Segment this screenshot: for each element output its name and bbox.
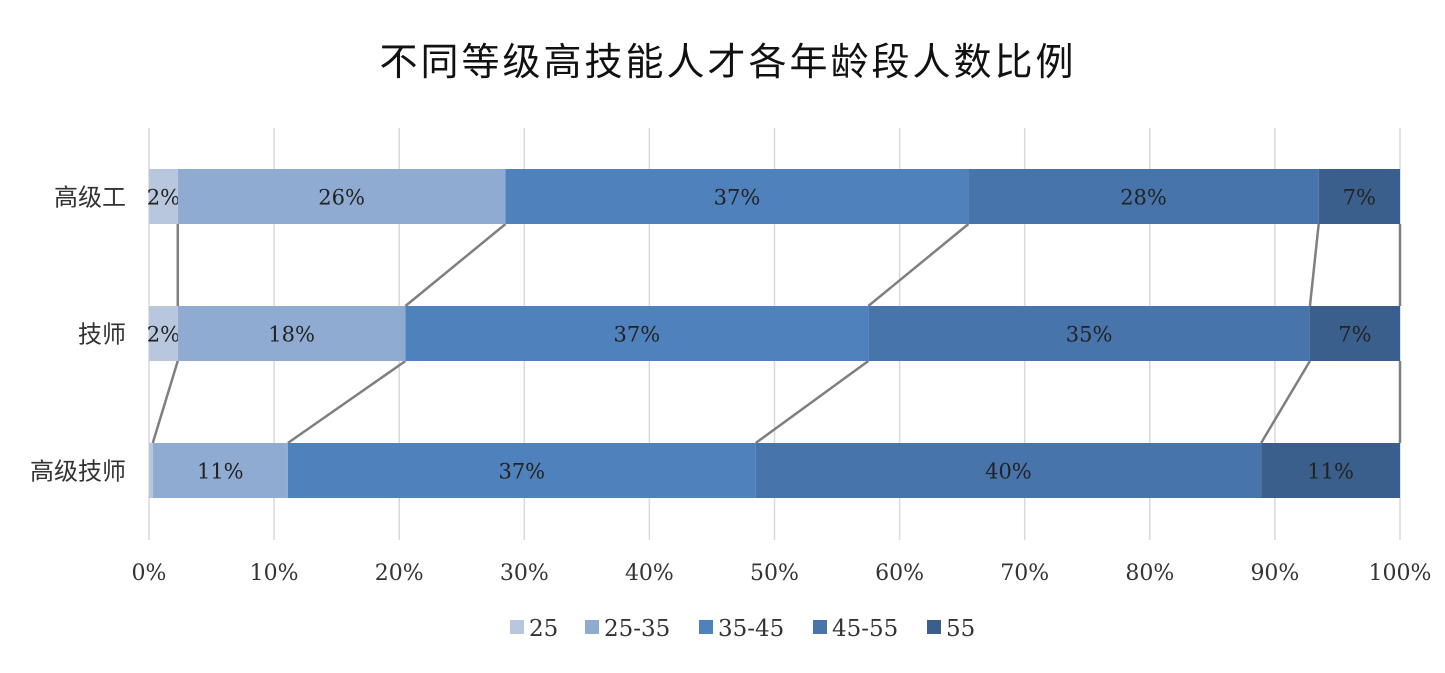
- legend-swatch: [927, 620, 941, 634]
- data-label: 2%: [147, 186, 180, 210]
- series-line: [287, 359, 407, 445]
- data-label: 11%: [1307, 460, 1354, 484]
- x-tick-label: 90%: [1250, 561, 1299, 586]
- data-label: 37%: [498, 460, 545, 484]
- bar-segment: [868, 306, 1310, 361]
- data-label: 35%: [1066, 323, 1113, 347]
- series-line: [867, 223, 970, 307]
- legend-item[interactable]: 25-35: [585, 616, 670, 642]
- legend-item[interactable]: 55: [927, 616, 975, 642]
- legend-item[interactable]: 45-55: [813, 616, 898, 642]
- legend-item[interactable]: 25: [510, 616, 558, 642]
- legend-item[interactable]: 35-45: [699, 616, 784, 642]
- x-tick-label: 40%: [625, 561, 674, 586]
- legend-label: 35-45: [718, 616, 784, 642]
- bar-segment: [149, 443, 153, 498]
- x-tick-label: 100%: [1369, 561, 1432, 586]
- data-label: 18%: [268, 323, 315, 347]
- bar-segment: [287, 443, 756, 498]
- legend-label: 55: [946, 616, 975, 642]
- bars: 2% 26% 37% 28% 7% 2% 18% 37% 35% 7% 11% 37% 40% 11%: [147, 169, 1400, 498]
- bar-segment: [968, 169, 1319, 224]
- bar-segment: [177, 306, 406, 361]
- data-label: 7%: [1343, 186, 1376, 210]
- data-label: 7%: [1338, 323, 1371, 347]
- category-label: 高级工: [54, 184, 126, 212]
- data-label: 11%: [197, 460, 244, 484]
- bar-segment: [152, 443, 288, 498]
- bar-segment: [405, 306, 869, 361]
- category-label: 高级技师: [30, 458, 126, 486]
- bar-segment: [1318, 169, 1400, 224]
- legend-swatch: [813, 620, 827, 634]
- series-line: [151, 360, 179, 444]
- x-tick-label: 0%: [132, 561, 167, 586]
- legend-label: 45-55: [832, 616, 898, 642]
- legend-label: 25: [529, 616, 558, 642]
- data-label: 28%: [1120, 186, 1167, 210]
- x-tick-label: 80%: [1125, 561, 1174, 586]
- legend-swatch: [699, 620, 713, 634]
- series-lines: [151, 223, 1402, 445]
- x-tick-label: 50%: [750, 561, 799, 586]
- series-line: [1308, 223, 1320, 307]
- bar-segment: [755, 443, 1262, 498]
- bar-segment: [149, 306, 178, 361]
- legend-swatch: [510, 620, 524, 634]
- legend[interactable]: 25 25-35 35-45 45-55 55: [510, 616, 975, 642]
- legend-label: 25-35: [604, 616, 670, 642]
- x-tick-label: 30%: [500, 561, 549, 586]
- series-line: [754, 359, 870, 445]
- x-tick-label: 20%: [375, 561, 424, 586]
- series-line: [1260, 360, 1312, 444]
- bar-segment: [1261, 443, 1400, 498]
- x-tick-label: 60%: [875, 561, 924, 586]
- data-label: 40%: [985, 460, 1032, 484]
- data-label: 37%: [714, 186, 761, 210]
- category-label: 技师: [78, 321, 126, 349]
- bar-segment: [177, 169, 506, 224]
- data-label: 26%: [318, 186, 365, 210]
- x-tick-label: 70%: [1000, 561, 1049, 586]
- x-tick-label: 10%: [250, 561, 299, 586]
- data-label: 2%: [147, 323, 180, 347]
- bar-segment: [505, 169, 969, 224]
- data-label: 37%: [614, 323, 661, 347]
- bar-segment: [1309, 306, 1400, 361]
- bar-segment: [149, 169, 178, 224]
- x-axis-ticks: 0% 10% 20% 30% 40% 50% 60% 70% 80% 90% 100%: [132, 561, 1432, 586]
- legend-swatch: [585, 620, 599, 634]
- chart-title: 不同等级高技能人才各年龄段人数比例: [379, 40, 1076, 84]
- series-line: [404, 223, 507, 307]
